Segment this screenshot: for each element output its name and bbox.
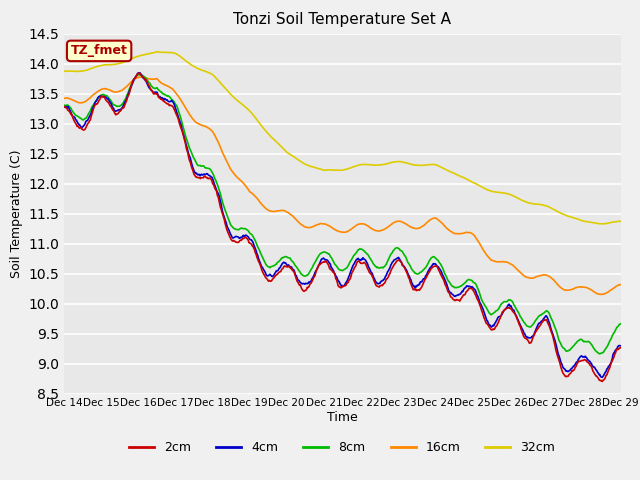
Y-axis label: Soil Temperature (C): Soil Temperature (C) xyxy=(10,149,22,278)
Text: TZ_fmet: TZ_fmet xyxy=(70,44,127,58)
Legend: 2cm, 4cm, 8cm, 16cm, 32cm: 2cm, 4cm, 8cm, 16cm, 32cm xyxy=(124,436,561,459)
X-axis label: Time: Time xyxy=(327,411,358,424)
Title: Tonzi Soil Temperature Set A: Tonzi Soil Temperature Set A xyxy=(234,12,451,27)
